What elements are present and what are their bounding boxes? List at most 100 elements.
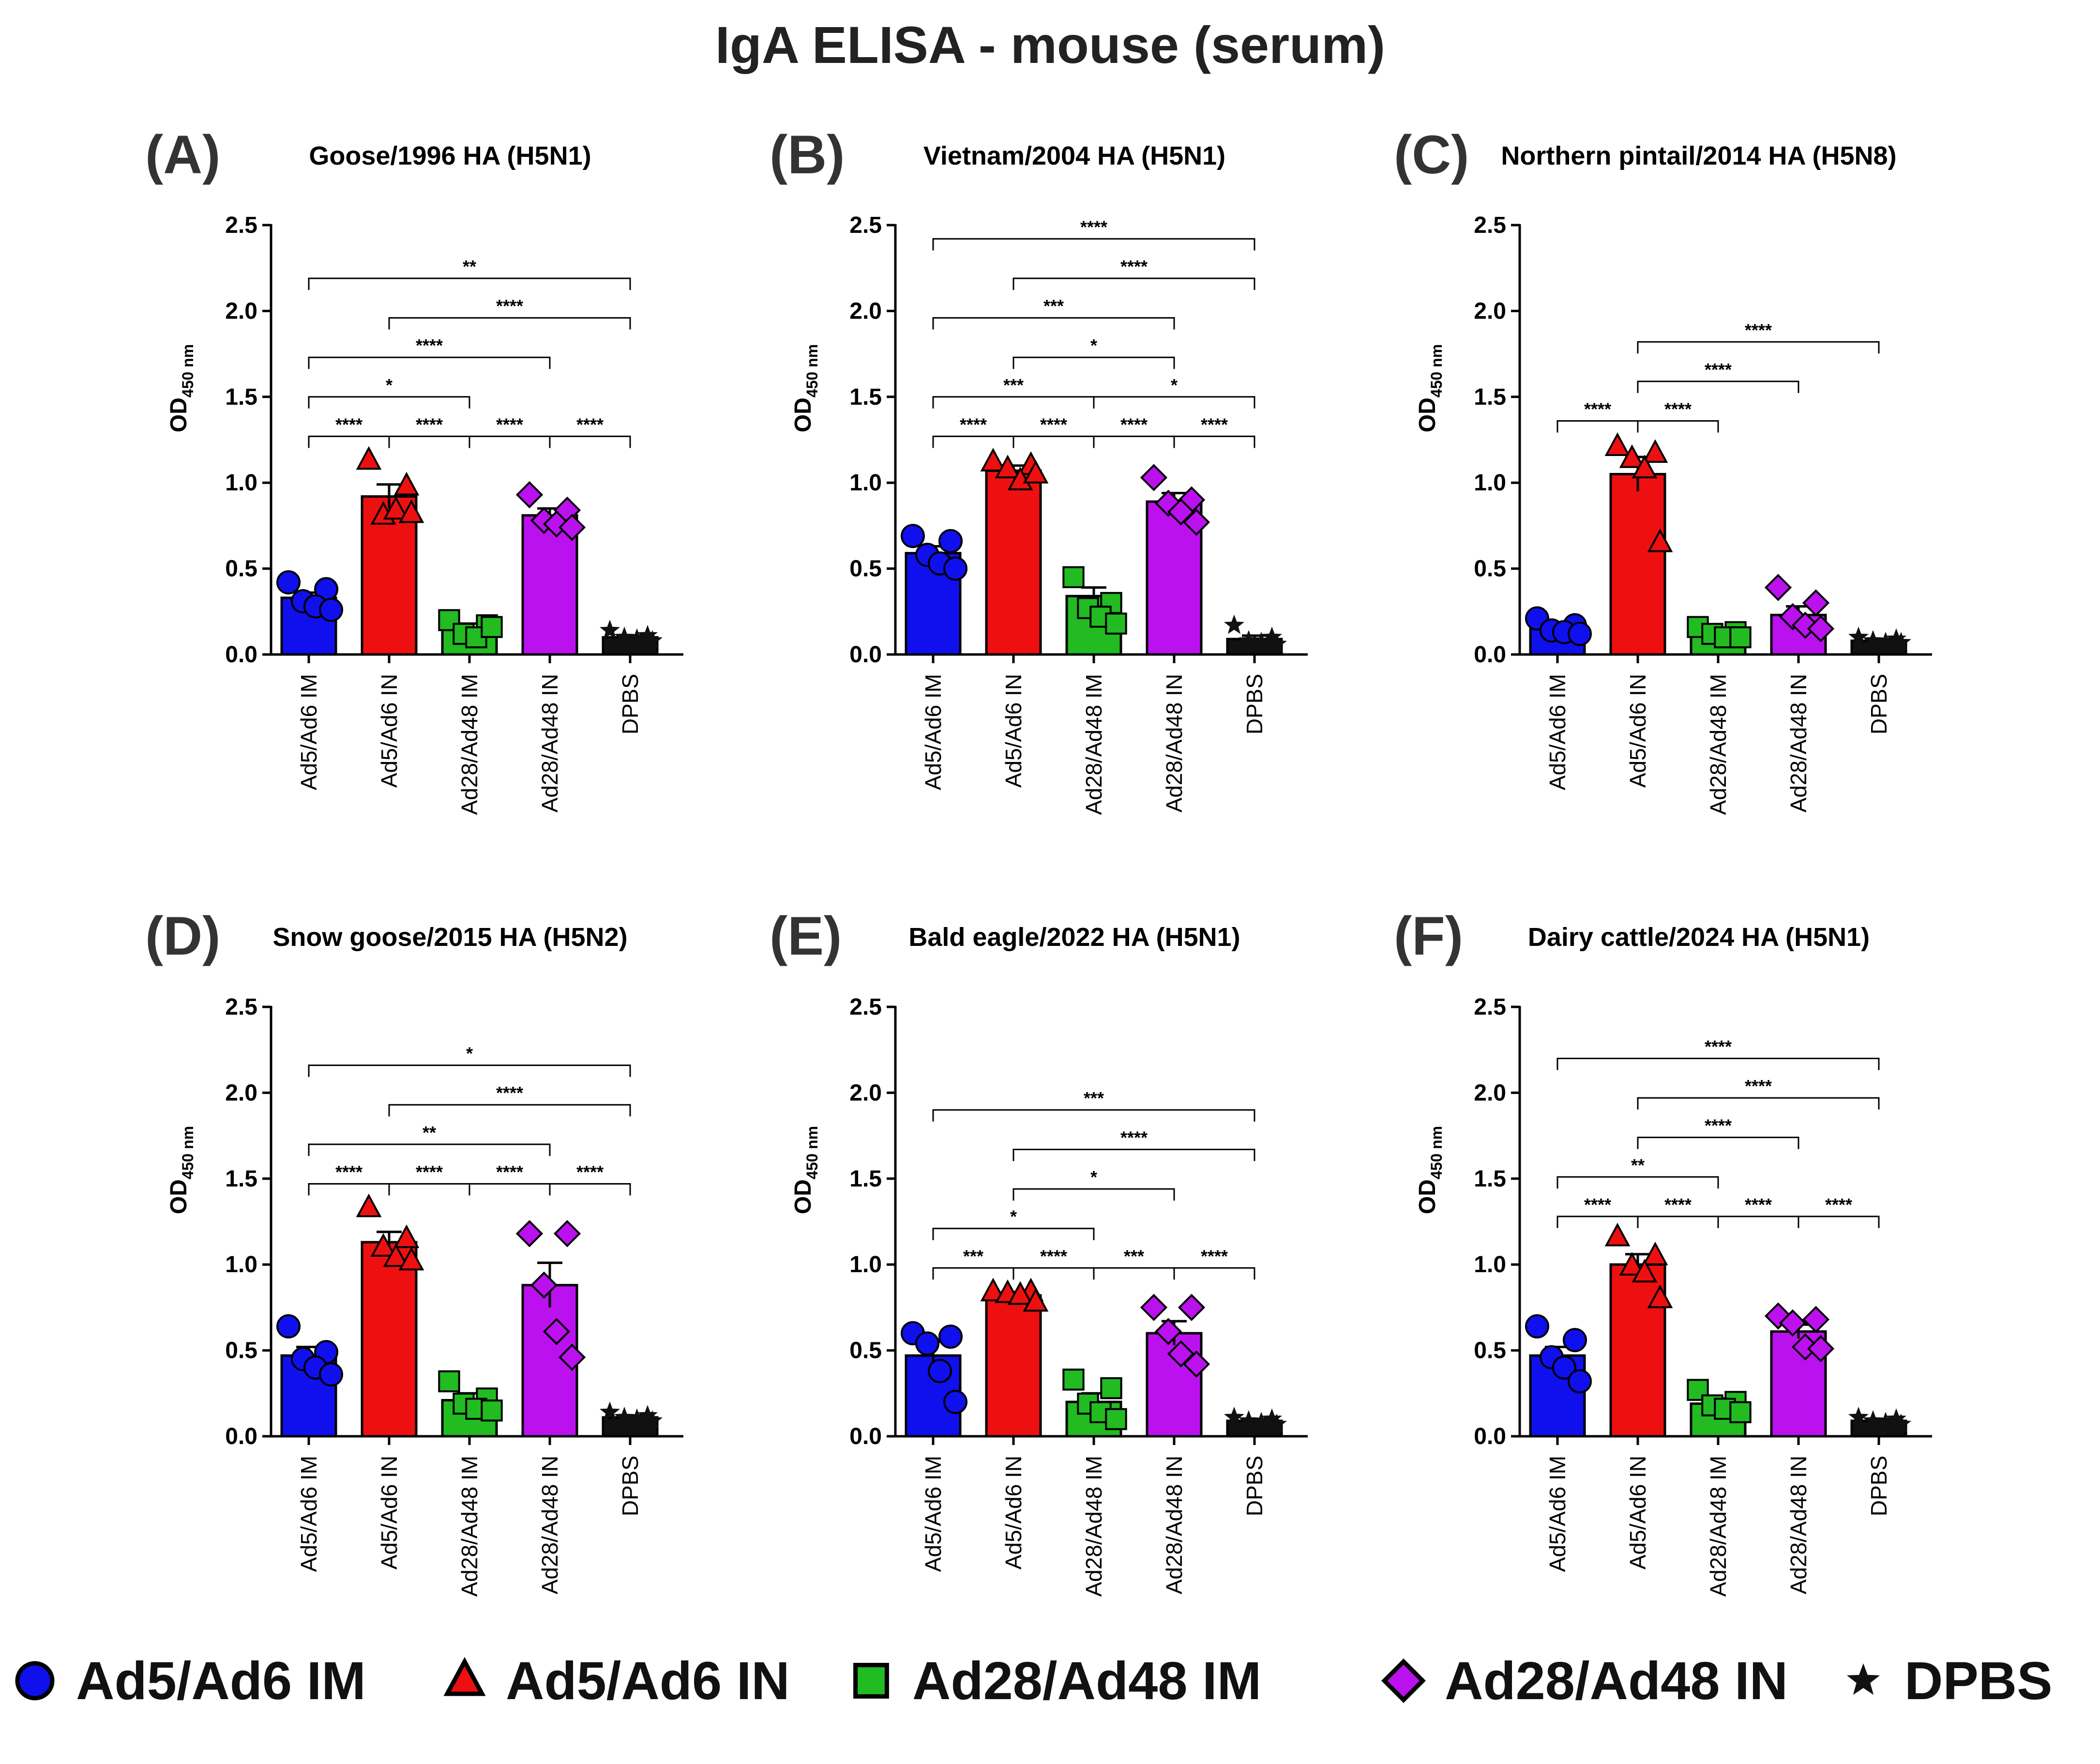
significance-bracket: [308, 1064, 631, 1077]
data-point-ad5-ad6-in: [356, 1193, 382, 1217]
panel-title: Bald eagle/2022 HA (H5N1): [908, 923, 1240, 952]
significance-bracket: [308, 277, 631, 290]
significance-label: ***: [1043, 296, 1064, 316]
data-point-ad5-ad6-in: [383, 1243, 409, 1267]
panel-d: (D) Snow goose/2015 HA (H5N2) 0.0 0.5 1.0 1.5…: [145, 906, 683, 1597]
data-point-ad5-ad6-in: [1023, 1288, 1049, 1312]
significance-label: ****: [335, 1162, 363, 1182]
y-axis-label-subscript: 450 nm: [179, 1126, 196, 1179]
y-axis-label-main: OD: [166, 397, 192, 432]
legend-label: Ad5/Ad6 IM: [76, 1651, 366, 1711]
legend-item-ad28-ad48-in: Ad28/Ad48 IN: [1381, 1651, 1788, 1711]
significance-bracket: [308, 1143, 551, 1156]
y-axis-label-main: OD: [1415, 397, 1440, 432]
y-tick-label: 1.0: [1474, 470, 1506, 496]
data-point-ad5-ad6-im: [1552, 1355, 1576, 1380]
y-tick-label: 2.0: [1474, 298, 1506, 324]
data-point-dpbs: [1266, 633, 1287, 653]
data-point-ad5-ad6-in: [1647, 1284, 1673, 1308]
y-axis-label: OD450 nm: [1415, 344, 1445, 432]
data-point-dpbs: [1848, 1406, 1869, 1426]
y-axis-label-main: OD: [790, 397, 816, 432]
significance-bracket: [1012, 277, 1255, 290]
panel-title: Dairy cattle/2024 HA (H5N1): [1528, 923, 1870, 952]
y-tick-label: 2.5: [849, 213, 882, 238]
data-point-dpbs: [599, 1401, 620, 1421]
significance-bracket: [1173, 435, 1255, 448]
data-point-ad5-ad6-in: [1604, 1222, 1631, 1247]
significance-label: **: [1631, 1155, 1645, 1175]
y-tick-label: 1.5: [849, 384, 882, 410]
significance-label: *: [466, 1044, 473, 1064]
legend-item-ad5-ad6-in: Ad5/Ad6 IN: [443, 1651, 790, 1711]
panel-title: Snow goose/2015 HA (H5N2): [272, 923, 627, 952]
y-axis-label-main: OD: [166, 1179, 192, 1214]
significance-label: *: [1090, 335, 1097, 355]
x-tick-label: DPBS: [1866, 674, 1891, 734]
significance-label: ****: [496, 296, 523, 316]
data-point-ad5-ad6-im: [938, 1324, 963, 1349]
data-point-ad28-ad48-im: [481, 1399, 503, 1422]
x-tick-label: DPBS: [618, 1456, 643, 1516]
panel-title: Vietnam/2004 HA (H5N1): [923, 141, 1225, 170]
significance-bracket: [932, 1267, 1014, 1280]
data-point-dpbs: [626, 1408, 648, 1428]
bar-ad5-ad6-in: [1609, 472, 1666, 656]
significance-bracket: [1798, 1216, 1880, 1228]
significance-bracket: [932, 1109, 1255, 1122]
panel-letter: (D): [145, 906, 220, 966]
data-point-dpbs: [1875, 1412, 1896, 1431]
y-tick-label: 2.5: [1474, 213, 1506, 238]
y-tick-label: 1.0: [1474, 1252, 1506, 1277]
panel-letter: (F): [1394, 906, 1463, 966]
data-point-ad5-ad6-in: [1619, 444, 1645, 468]
y-axis-label-main: OD: [1415, 1179, 1440, 1214]
data-point-ad28-ad48-im: [1100, 1377, 1122, 1399]
x-tick-label: Ad28/Ad48 IN: [1786, 674, 1811, 812]
y-tick-label: 1.5: [1474, 384, 1506, 410]
data-point-ad28-ad48-im: [438, 1370, 460, 1393]
significance-bracket: [1556, 1176, 1719, 1189]
data-point-ad28-ad48-im: [1062, 566, 1085, 589]
data-point-ad28-ad48-im: [481, 616, 503, 638]
y-tick-label: 2.0: [225, 1080, 257, 1106]
data-point-ad28-ad48-in: [515, 1220, 544, 1247]
data-point-ad5-ad6-im: [276, 570, 301, 594]
data-point-ad5-ad6-in: [1642, 439, 1668, 463]
data-point-ad28-ad48-in: [543, 1318, 571, 1345]
y-tick-label: 2.0: [1474, 1080, 1506, 1106]
panel-c: (C) Northern pintail/2014 HA (H5N8) 0.0 0.5…: [1394, 124, 1932, 815]
data-point-ad28-ad48-in: [1802, 589, 1830, 617]
y-tick-label: 2.5: [849, 994, 882, 1020]
significance-bracket: [388, 1104, 631, 1117]
data-point-ad28-ad48-im: [438, 609, 460, 631]
data-point-ad28-ad48-in: [558, 1343, 586, 1371]
significance-label: ****: [496, 1162, 523, 1182]
significance-bracket: [468, 435, 551, 448]
y-axis-label: OD450 nm: [166, 344, 196, 432]
significance-label: ****: [1040, 414, 1067, 434]
data-point-ad5-ad6-in: [1023, 459, 1049, 484]
x-tick-label: DPBS: [1242, 674, 1267, 734]
significance-label: ****: [1040, 1246, 1067, 1266]
significance-label: ****: [416, 1162, 443, 1182]
data-point-dpbs: [1266, 1414, 1287, 1433]
data-point-ad5-ad6-im: [938, 529, 963, 553]
data-point-ad5-ad6-in: [383, 496, 409, 520]
x-tick-label: Ad5/Ad6 IN: [1001, 1456, 1026, 1569]
y-axis-label: OD450 nm: [790, 1126, 821, 1214]
data-point-dpbs: [1251, 632, 1272, 652]
x-tick-label: Ad28/Ad48 IM: [1081, 1456, 1106, 1597]
data-point-ad5-ad6-im: [276, 1314, 301, 1338]
significance-label: ****: [496, 1083, 523, 1103]
data-point-ad5-ad6-in: [393, 471, 420, 496]
bar-ad5-ad6-in: [985, 1294, 1042, 1438]
significance-bracket: [1012, 1267, 1095, 1280]
data-point-ad5-ad6-in: [370, 1233, 396, 1257]
data-point-dpbs: [614, 626, 635, 646]
data-point-ad5-ad6-in: [356, 446, 382, 470]
data-point-ad28-ad48-im: [1105, 1408, 1127, 1430]
x-tick-label: Ad28/Ad48 IM: [1706, 1456, 1731, 1597]
figure-title: IgA ELISA - mouse (serum): [715, 15, 1385, 74]
